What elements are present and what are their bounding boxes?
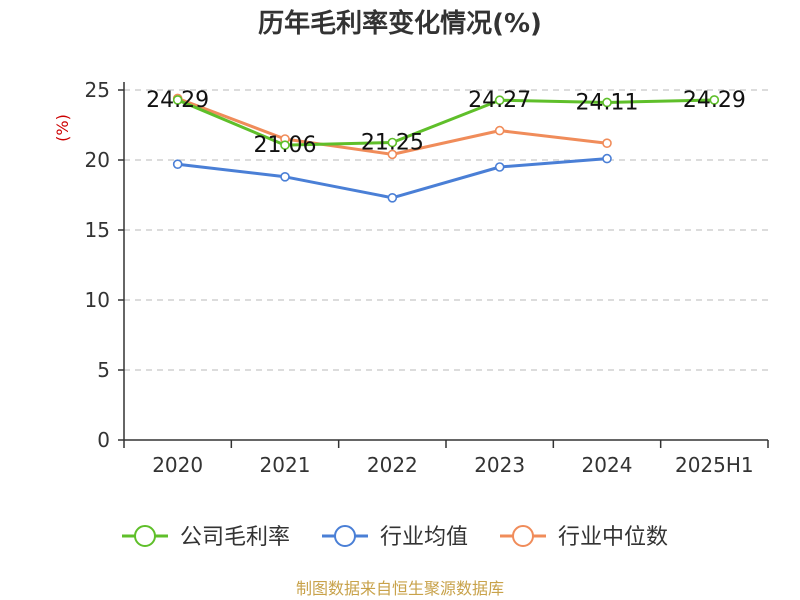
series-lines (172, 93, 720, 203)
data-point (602, 153, 612, 164)
source-note: 制图数据来自恒生聚源数据库 (296, 579, 504, 598)
legend-item: 行业中位数 (500, 525, 668, 550)
data-point (280, 172, 290, 182)
y-tick-label: 0 (97, 428, 110, 452)
y-tick-label: 5 (97, 358, 110, 382)
data-label: 24.27 (468, 88, 531, 113)
data-point (494, 125, 505, 136)
y-tick-label: 20 (85, 148, 110, 172)
legend-label: 行业中位数 (558, 525, 668, 550)
x-tick-label: 2021 (260, 453, 311, 477)
series-line (177, 98, 715, 147)
data-label: 24.11 (576, 90, 639, 115)
data-point (602, 97, 612, 108)
data-label: 21.06 (254, 133, 317, 158)
x-tick-label: 2020 (152, 453, 203, 477)
data-point (387, 149, 398, 160)
data-point (387, 137, 398, 148)
x-tick-label: 2025H1 (675, 453, 754, 477)
axes: 0 5 10 15 20 25 2020 2021 2022 2023 2024 2025H1 (85, 78, 769, 477)
legend-swatch-marker (512, 525, 534, 547)
data-labels: 24.29 21.06 21.25 24.27 24.11 24.29 (146, 88, 746, 158)
legend-swatch-marker (134, 525, 156, 547)
data-point (172, 159, 183, 169)
chart-title: 历年毛利率变化情况(%) (258, 8, 542, 39)
data-point (387, 193, 398, 203)
data-point (709, 95, 720, 105)
legend-item: 公司毛利率 (122, 525, 290, 550)
data-point (494, 95, 505, 106)
grid-lines (124, 89, 768, 371)
legend-item: 行业均值 (322, 525, 468, 550)
data-label: 24.29 (683, 88, 746, 113)
y-axis-label: (%) (53, 114, 72, 142)
legend: 公司毛利率 行业均值 行业中位数 (122, 525, 668, 550)
legend-label: 公司毛利率 (180, 525, 290, 550)
x-tick-label: 2023 (474, 453, 525, 477)
data-point (494, 162, 505, 172)
data-point (280, 140, 290, 150)
legend-label: 行业均值 (380, 525, 468, 550)
data-point (172, 95, 183, 105)
y-tick-label: 15 (85, 218, 110, 242)
series-line (177, 157, 608, 200)
x-tick-label: 2024 (582, 453, 633, 477)
y-tick-label: 25 (85, 78, 110, 102)
data-point (602, 138, 612, 148)
legend-swatch-marker (334, 525, 356, 547)
data-label: 21.25 (361, 131, 424, 156)
x-tick-label: 2022 (367, 453, 418, 477)
data-label: 24.29 (146, 88, 209, 113)
y-tick-label: 10 (85, 288, 110, 312)
